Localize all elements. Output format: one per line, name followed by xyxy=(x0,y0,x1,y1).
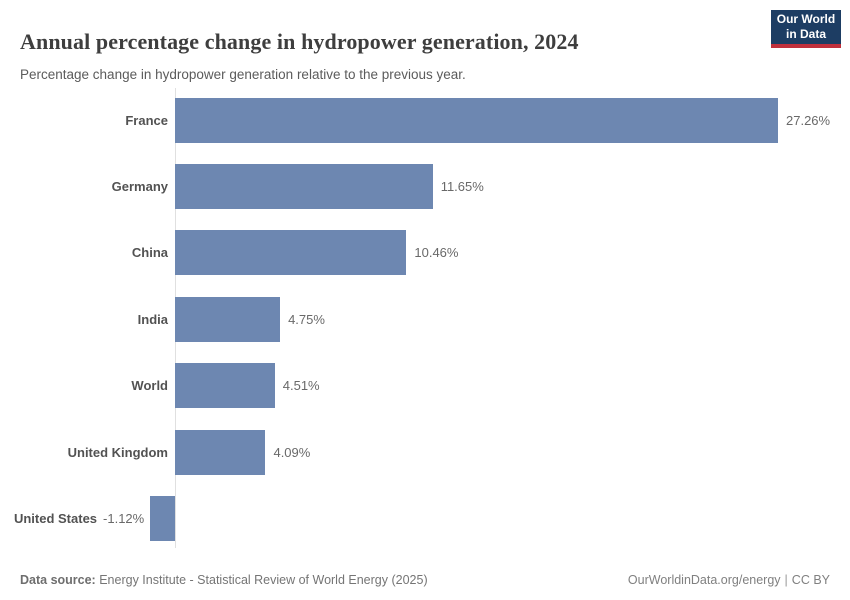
bar-row: Germany 11.65% xyxy=(20,163,830,209)
footer: Data source: Energy Institute - Statisti… xyxy=(20,573,830,587)
value-label: -1.12% xyxy=(103,510,145,526)
bar[interactable] xyxy=(175,363,275,409)
owid-logo: Our World in Data xyxy=(771,10,841,48)
data-source-note: Data source: Energy Institute - Statisti… xyxy=(20,573,428,587)
bar[interactable] xyxy=(175,296,281,342)
chart-plot-area: France 27.26% Germany 11.65% China 10.46% Indi… xyxy=(14,88,831,548)
data-source-text: Energy Institute - Statistical Review of… xyxy=(99,573,428,587)
chart-subtitle: Percentage change in hydropower generati… xyxy=(20,66,466,82)
bar-row: France 27.26% xyxy=(20,97,831,143)
bar[interactable] xyxy=(175,97,778,143)
value-label: 10.46% xyxy=(414,245,459,261)
bar-row: United States -1.12% xyxy=(14,495,830,541)
footer-attribution: OurWorldinData.org/energy | CC BY xyxy=(628,573,830,587)
bar[interactable] xyxy=(175,429,266,475)
bar-row: United Kingdom 4.09% xyxy=(20,429,830,475)
bar[interactable] xyxy=(175,230,407,276)
bar-row: India 4.75% xyxy=(20,296,830,342)
category-label: France xyxy=(125,112,168,128)
category-label: India xyxy=(137,311,168,327)
value-label: 11.65% xyxy=(440,178,484,194)
bar[interactable] xyxy=(150,495,175,541)
category-label: Germany xyxy=(111,178,168,194)
owid-logo-line2: in Data xyxy=(785,27,826,41)
data-source-label: Data source: xyxy=(20,573,96,587)
bar[interactable] xyxy=(175,163,433,209)
category-label: United States xyxy=(13,510,98,526)
chart-title: Annual percentage change in hydropower g… xyxy=(20,28,579,54)
bar-row: World 4.51% xyxy=(20,363,830,409)
value-label: 4.09% xyxy=(273,444,311,460)
footer-license: CC BY xyxy=(791,573,830,587)
category-label: China xyxy=(131,245,168,261)
bar-row: China 10.46% xyxy=(20,230,830,276)
value-label: 4.75% xyxy=(288,311,325,327)
category-label: World xyxy=(131,378,168,394)
value-label: 4.51% xyxy=(282,378,320,394)
category-label: United Kingdom xyxy=(67,444,168,460)
category-and-value-group: United States -1.12% xyxy=(14,496,144,541)
footer-link[interactable]: OurWorldinData.org/energy xyxy=(627,573,781,587)
value-label: 27.26% xyxy=(786,112,831,128)
owid-logo-line1: Our World xyxy=(776,12,836,27)
footer-separator: | xyxy=(784,573,788,587)
